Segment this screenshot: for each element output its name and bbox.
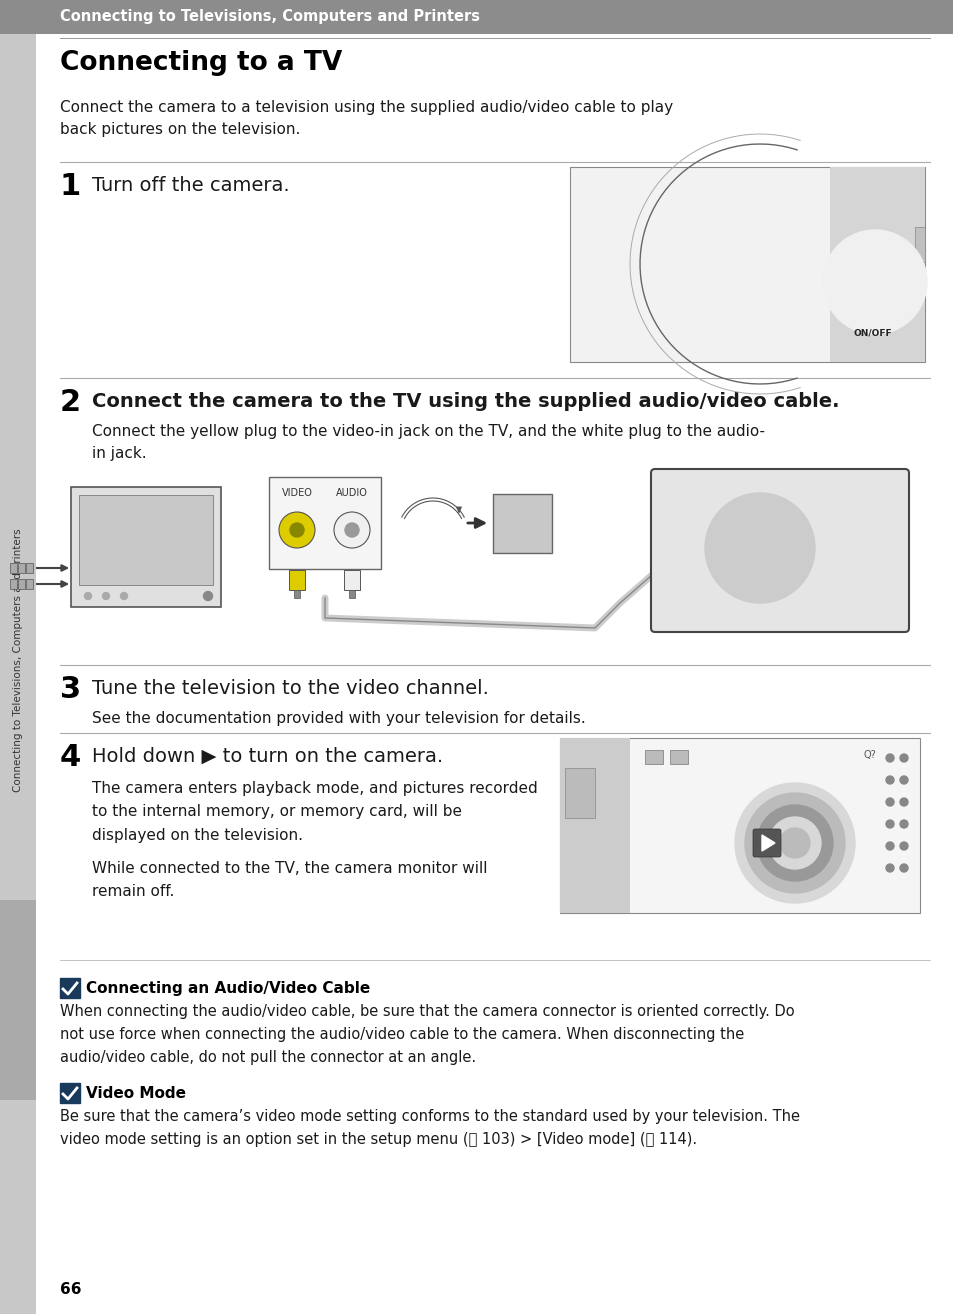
FancyBboxPatch shape	[269, 477, 380, 569]
Bar	[669, 750, 687, 763]
Text: Connecting to Televisions, Computers and Printers: Connecting to Televisions, Computers and…	[60, 9, 479, 25]
Circle shape	[278, 512, 314, 548]
Circle shape	[885, 798, 893, 805]
Bar	[829, 167, 924, 361]
Circle shape	[866, 275, 882, 290]
Text: 4: 4	[60, 742, 81, 773]
Bar	[294, 590, 299, 598]
Circle shape	[734, 783, 854, 903]
FancyBboxPatch shape	[71, 487, 221, 607]
Text: 3: 3	[60, 675, 81, 704]
Bar	[344, 570, 359, 590]
FancyBboxPatch shape	[752, 829, 781, 857]
Circle shape	[856, 264, 892, 300]
Circle shape	[780, 828, 809, 858]
Circle shape	[744, 794, 844, 894]
Text: ON/OFF: ON/OFF	[853, 328, 891, 338]
Bar	[18, 562, 25, 573]
Text: When connecting the audio/video cable, be sure that the camera connector is orie: When connecting the audio/video cable, b…	[60, 1004, 794, 1064]
Bar	[559, 738, 629, 913]
Circle shape	[899, 865, 907, 872]
Circle shape	[885, 820, 893, 828]
Circle shape	[899, 754, 907, 762]
Text: While connected to the TV, the camera monitor will
remain off.: While connected to the TV, the camera mo…	[91, 861, 487, 899]
Text: Connecting to a TV: Connecting to a TV	[60, 50, 342, 76]
Circle shape	[334, 512, 370, 548]
Bar	[349, 590, 355, 598]
Circle shape	[203, 591, 213, 600]
Circle shape	[85, 593, 91, 599]
Text: Hold down ▶ to turn on the camera.: Hold down ▶ to turn on the camera.	[91, 746, 442, 766]
Bar	[289, 570, 305, 590]
Circle shape	[345, 523, 358, 537]
Text: ■: ■	[647, 750, 655, 759]
Bar	[60, 1083, 80, 1102]
Text: Be sure that the camera’s video mode setting conforms to the standard used by yo: Be sure that the camera’s video mode set…	[60, 1109, 800, 1147]
Text: Turn off the camera.: Turn off the camera.	[91, 176, 290, 194]
Circle shape	[885, 865, 893, 872]
Polygon shape	[761, 834, 774, 851]
Bar	[18, 579, 25, 589]
Circle shape	[729, 518, 789, 578]
Bar	[914, 227, 924, 261]
Circle shape	[102, 593, 110, 599]
Bar	[10, 579, 17, 589]
Circle shape	[704, 493, 814, 603]
Bar	[79, 495, 213, 585]
Text: See the documentation provided with your television for details.: See the documentation provided with your…	[91, 711, 585, 727]
FancyBboxPatch shape	[650, 469, 908, 632]
Circle shape	[899, 777, 907, 784]
Bar	[0, 34, 36, 1314]
Circle shape	[768, 817, 821, 869]
Text: Connect the yellow plug to the video-in jack on the TV, and the white plug to th: Connect the yellow plug to the video-in …	[91, 424, 764, 461]
Circle shape	[834, 242, 914, 322]
Text: Connecting an Audio/Video Cable: Connecting an Audio/Video Cable	[86, 980, 370, 996]
Text: AUDIO: AUDIO	[335, 487, 368, 498]
Text: Video Mode: Video Mode	[86, 1085, 186, 1101]
Bar	[559, 738, 919, 913]
Circle shape	[751, 540, 767, 556]
Circle shape	[899, 820, 907, 828]
Text: The camera enters playback mode, and pictures recorded
to the internal memory, o: The camera enters playback mode, and pic…	[91, 781, 537, 842]
Circle shape	[290, 523, 304, 537]
Circle shape	[885, 777, 893, 784]
Text: 1: 1	[60, 172, 81, 201]
Bar	[644, 750, 662, 763]
FancyBboxPatch shape	[493, 494, 552, 553]
Circle shape	[844, 252, 904, 311]
Circle shape	[757, 805, 832, 880]
Bar	[26, 579, 33, 589]
Bar	[0, 900, 36, 1100]
Circle shape	[899, 798, 907, 805]
Text: Connect the camera to a television using the supplied audio/video cable to play
: Connect the camera to a television using…	[60, 100, 673, 137]
Circle shape	[885, 754, 893, 762]
Bar	[10, 562, 17, 573]
Bar	[26, 562, 33, 573]
Bar	[0, 0, 953, 34]
Circle shape	[885, 842, 893, 850]
Circle shape	[120, 593, 128, 599]
Text: Tune the television to the video channel.: Tune the television to the video channel…	[91, 679, 488, 698]
Text: 2: 2	[60, 388, 81, 417]
Bar	[564, 767, 595, 819]
Text: 66: 66	[60, 1282, 81, 1297]
Bar	[60, 978, 80, 999]
Text: Q?: Q?	[862, 750, 876, 759]
Circle shape	[741, 530, 778, 566]
Text: Connecting to Televisions, Computers and Printers: Connecting to Televisions, Computers and…	[13, 528, 23, 792]
Circle shape	[822, 230, 926, 334]
Circle shape	[717, 505, 802, 591]
Text: VIDEO: VIDEO	[281, 487, 313, 498]
Circle shape	[899, 842, 907, 850]
Bar	[569, 167, 924, 361]
Text: Connect the camera to the TV using the supplied audio/video cable.: Connect the camera to the TV using the s…	[91, 392, 839, 411]
